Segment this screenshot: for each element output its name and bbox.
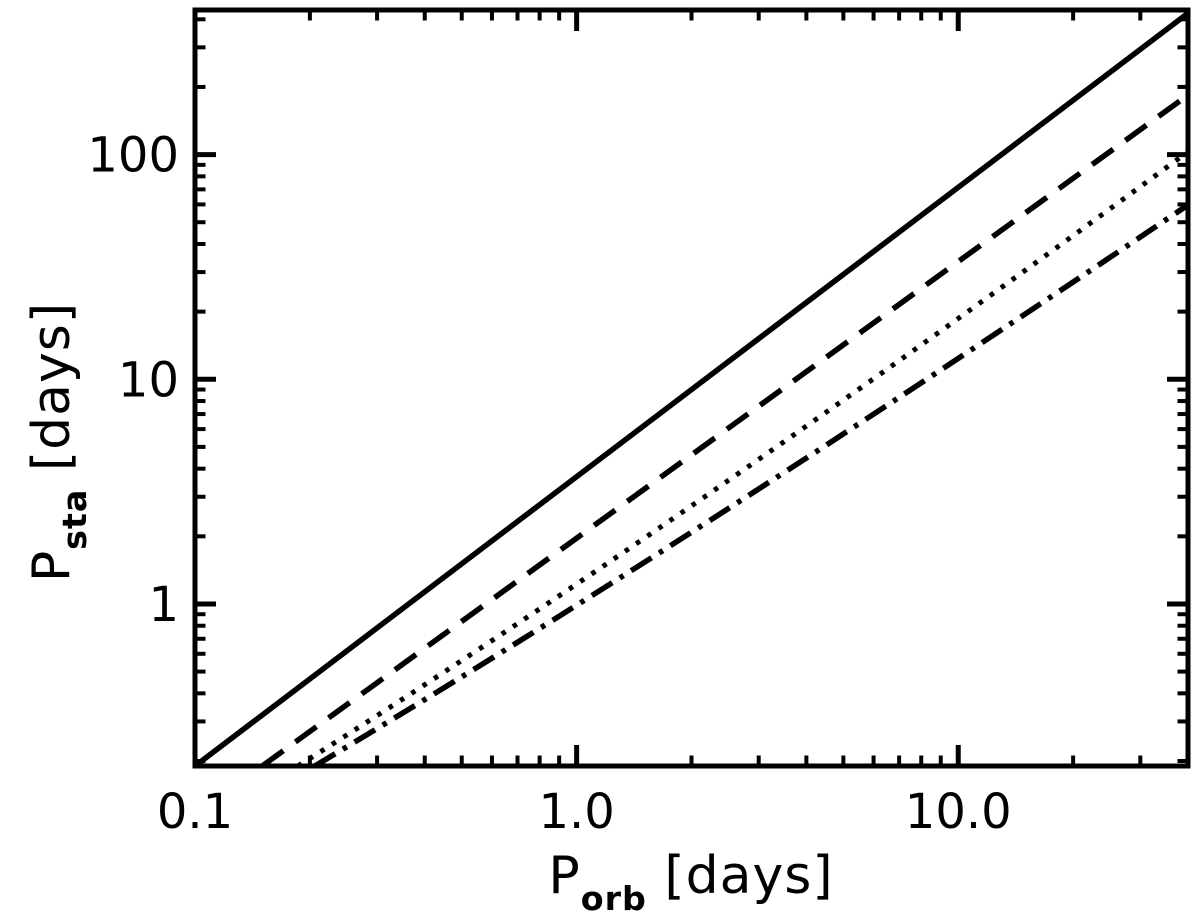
y-axis-title: Psta [days] [22, 301, 94, 583]
y-tick-label: 1 [148, 577, 179, 633]
series-line-dashed [260, 92, 1190, 769]
y-tick-label: 10 [118, 352, 179, 408]
series-line-dash-dot [313, 202, 1190, 769]
x-axis-title: Porb [days] [548, 846, 834, 913]
y-axis-title-suffix: [days] [22, 301, 82, 489]
x-axis-title-suffix: [days] [646, 846, 834, 906]
y-tick-label: 100 [87, 128, 179, 184]
x-tick-label: 0.1 [157, 784, 233, 840]
x-axis-title-prefix: P [548, 846, 581, 906]
series-line-solid [193, 10, 1190, 769]
y-axis-title-subscript: sta [54, 488, 94, 550]
plot-frame [192, 7, 1191, 769]
x-tick-label: 10.0 [905, 784, 1012, 840]
x-axis-title-subscript: orb [580, 878, 647, 913]
y-axis-title-prefix: P [22, 549, 82, 583]
x-tick-label: 1.0 [538, 784, 614, 840]
series-line-dotted [296, 149, 1190, 769]
